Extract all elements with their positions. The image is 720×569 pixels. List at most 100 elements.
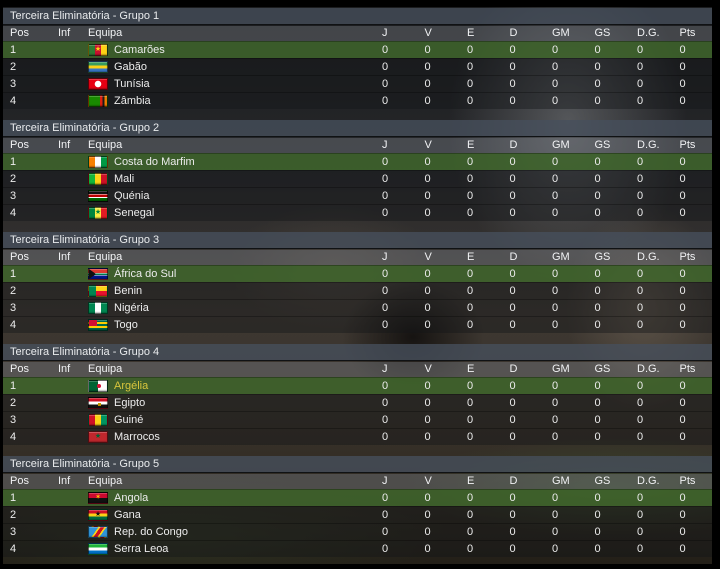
team-row[interactable]: 3 Guiné 0 0 0 0 0 0 0 0: [3, 411, 712, 428]
team-cell[interactable]: Camarões: [88, 42, 380, 58]
column-header-gm[interactable]: GM: [552, 27, 570, 39]
column-header-gm[interactable]: GM: [552, 139, 570, 151]
team-row[interactable]: 2 Gana 0 0 0 0 0 0 0 0: [3, 506, 712, 523]
column-header-j[interactable]: J: [382, 27, 388, 39]
column-header-v[interactable]: V: [424, 475, 432, 487]
column-header-equipa[interactable]: Equipa: [88, 363, 123, 375]
team-cell[interactable]: Quénia: [88, 188, 380, 204]
column-header-equipa[interactable]: Equipa: [88, 251, 123, 263]
team-cell[interactable]: Rep. do Congo: [88, 524, 380, 540]
team-cell[interactable]: Angola: [88, 490, 380, 506]
column-header-pos[interactable]: Pos: [10, 139, 29, 151]
stat-cell: 0: [552, 285, 559, 297]
column-header-dg[interactable]: D.G.: [637, 251, 660, 263]
column-header-gm[interactable]: GM: [552, 251, 570, 263]
team-row[interactable]: 3 Rep. do Congo 0 0 0 0 0 0 0 0: [3, 523, 712, 540]
team-cell[interactable]: Egipto: [88, 395, 380, 411]
column-header-gs[interactable]: GS: [594, 363, 611, 375]
column-header-d[interactable]: D: [509, 251, 518, 263]
column-header-v[interactable]: V: [424, 363, 432, 375]
column-header-e[interactable]: E: [467, 251, 475, 263]
column-header-inf[interactable]: Inf: [58, 363, 71, 375]
column-header-e[interactable]: E: [467, 139, 475, 151]
column-header-gs[interactable]: GS: [594, 475, 611, 487]
column-header-pos[interactable]: Pos: [10, 27, 29, 39]
column-header-pos[interactable]: Pos: [10, 363, 29, 375]
team-cell[interactable]: Zâmbia: [88, 93, 380, 109]
column-header-d[interactable]: D: [509, 139, 518, 151]
team-cell[interactable]: África do Sul: [88, 266, 380, 282]
team-cell[interactable]: Benin: [88, 283, 380, 299]
column-header-inf[interactable]: Inf: [58, 27, 71, 39]
stat-cell: 0: [552, 207, 559, 219]
team-row[interactable]: 1 Costa do Marfim 0 0 0 0 0 0 0 0: [3, 153, 712, 170]
column-header-pts[interactable]: Pts: [679, 475, 696, 487]
column-header-inf[interactable]: Inf: [58, 475, 71, 487]
team-cell[interactable]: Togo: [88, 317, 380, 333]
team-cell[interactable]: Costa do Marfim: [88, 154, 380, 170]
team-row[interactable]: 3 Quénia 0 0 0 0 0 0 0 0: [3, 187, 712, 204]
team-row[interactable]: 2 Gabão 0 0 0 0 0 0 0 0: [3, 58, 712, 75]
team-row[interactable]: 1 Camarões 0 0 0 0 0 0 0 0: [3, 41, 712, 58]
stat-cell: 0: [382, 95, 389, 107]
column-header-v[interactable]: V: [424, 27, 432, 39]
team-cell[interactable]: Gana: [88, 507, 380, 523]
team-row[interactable]: 1 África do Sul 0 0 0 0 0 0 0 0: [3, 265, 712, 282]
team-row[interactable]: 4 Senegal 0 0 0 0 0 0 0 0: [3, 204, 712, 221]
team-cell[interactable]: Guiné: [88, 412, 380, 428]
column-header-gs[interactable]: GS: [594, 27, 611, 39]
team-row[interactable]: 1 Argélia 0 0 0 0 0 0 0 0: [3, 377, 712, 394]
column-header-equipa[interactable]: Equipa: [88, 27, 123, 39]
flag-costa-do-marfim-icon: [88, 156, 108, 168]
column-header-equipa[interactable]: Equipa: [88, 475, 123, 487]
column-header-pos[interactable]: Pos: [10, 251, 29, 263]
column-header-j[interactable]: J: [382, 139, 388, 151]
team-row[interactable]: 4 Marrocos 0 0 0 0 0 0 0 0: [3, 428, 712, 445]
column-header-dg[interactable]: D.G.: [637, 139, 660, 151]
column-header-dg[interactable]: D.G.: [637, 475, 660, 487]
team-row[interactable]: 3 Tunísia 0 0 0 0 0 0 0 0: [3, 75, 712, 92]
column-header-gs[interactable]: GS: [594, 251, 611, 263]
column-header-j[interactable]: J: [382, 475, 388, 487]
column-header-j[interactable]: J: [382, 363, 388, 375]
team-cell[interactable]: Nigéria: [88, 300, 380, 316]
column-header-d[interactable]: D: [509, 27, 518, 39]
column-header-v[interactable]: V: [424, 139, 432, 151]
team-cell[interactable]: Marrocos: [88, 429, 380, 445]
column-header-e[interactable]: E: [467, 475, 475, 487]
column-header-pos[interactable]: Pos: [10, 475, 29, 487]
column-header-dg[interactable]: D.G.: [637, 363, 660, 375]
table-header-row: Pos Inf Equipa J V E D GM GS D.G. Pts: [3, 362, 712, 377]
team-cell[interactable]: Serra Leoa: [88, 541, 380, 557]
column-header-gs[interactable]: GS: [594, 139, 611, 151]
team-row[interactable]: 2 Benin 0 0 0 0 0 0 0 0: [3, 282, 712, 299]
column-header-v[interactable]: V: [424, 251, 432, 263]
column-header-dg[interactable]: D.G.: [637, 27, 660, 39]
column-header-pts[interactable]: Pts: [679, 139, 696, 151]
column-header-pts[interactable]: Pts: [679, 363, 696, 375]
team-row[interactable]: 4 Serra Leoa 0 0 0 0 0 0 0 0: [3, 540, 712, 557]
column-header-inf[interactable]: Inf: [58, 251, 71, 263]
column-header-j[interactable]: J: [382, 251, 388, 263]
team-cell[interactable]: Tunísia: [88, 76, 380, 92]
column-header-equipa[interactable]: Equipa: [88, 139, 123, 151]
team-row[interactable]: 1 Angola 0 0 0 0 0 0 0 0: [3, 489, 712, 506]
column-header-e[interactable]: E: [467, 363, 475, 375]
column-header-e[interactable]: E: [467, 27, 475, 39]
team-row[interactable]: 4 Togo 0 0 0 0 0 0 0 0: [3, 316, 712, 333]
team-cell[interactable]: Mali: [88, 171, 380, 187]
team-cell[interactable]: Argélia: [88, 378, 380, 394]
team-row[interactable]: 4 Zâmbia 0 0 0 0 0 0 0 0: [3, 92, 712, 109]
team-row[interactable]: 2 Mali 0 0 0 0 0 0 0 0: [3, 170, 712, 187]
column-header-d[interactable]: D: [509, 475, 518, 487]
column-header-pts[interactable]: Pts: [679, 27, 696, 39]
column-header-d[interactable]: D: [509, 363, 518, 375]
column-header-pts[interactable]: Pts: [679, 251, 696, 263]
team-row[interactable]: 2 Egipto 0 0 0 0 0 0 0 0: [3, 394, 712, 411]
team-cell[interactable]: Gabão: [88, 59, 380, 75]
column-header-gm[interactable]: GM: [552, 475, 570, 487]
column-header-gm[interactable]: GM: [552, 363, 570, 375]
column-header-inf[interactable]: Inf: [58, 139, 71, 151]
team-row[interactable]: 3 Nigéria 0 0 0 0 0 0 0 0: [3, 299, 712, 316]
team-cell[interactable]: Senegal: [88, 205, 380, 221]
